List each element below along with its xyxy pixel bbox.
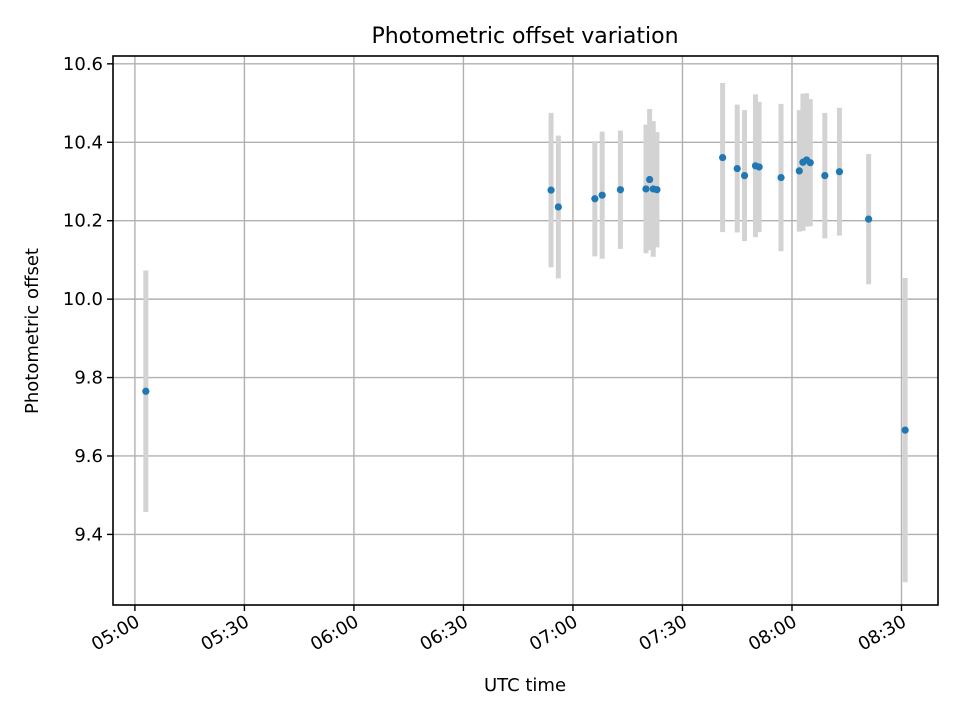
data-point <box>547 186 555 194</box>
x-tick-label: 08:30 <box>855 611 910 655</box>
y-tick-label: 9.4 <box>74 524 103 545</box>
chart-title: Photometric offset variation <box>371 24 678 49</box>
x-tick-label: 07:30 <box>636 611 691 655</box>
data-point <box>865 215 873 223</box>
y-tick-label: 10.4 <box>63 132 103 153</box>
data-point <box>646 175 654 184</box>
data-point <box>733 164 741 173</box>
grid-layer <box>113 56 938 605</box>
y-axis-label: Photometric offset <box>22 248 43 414</box>
data-point <box>777 173 785 182</box>
y-tick-label: 10.0 <box>63 289 103 310</box>
data-point <box>795 167 803 175</box>
data-point <box>142 387 150 395</box>
x-tick-label: 05:30 <box>197 611 252 655</box>
plot-frame <box>112 55 939 606</box>
data-point <box>821 172 829 180</box>
data-point <box>642 185 650 193</box>
y-tick-label: 10.6 <box>63 54 103 75</box>
data-point <box>653 186 661 194</box>
point-layer <box>142 153 909 434</box>
data-point <box>616 186 625 194</box>
x-tick-label: 06:00 <box>307 611 362 655</box>
data-point <box>806 159 814 167</box>
x-tick-label: 05:00 <box>88 611 143 655</box>
y-tick-label: 10.2 <box>63 211 103 232</box>
data-point <box>591 195 599 203</box>
data-point <box>740 172 749 180</box>
data-point <box>755 163 763 171</box>
x-tick-label: 07:00 <box>526 611 581 655</box>
data-point <box>719 153 727 162</box>
data-point <box>901 426 909 434</box>
x-tick-label: 06:30 <box>417 611 472 655</box>
x-tick-label: 08:00 <box>745 611 800 655</box>
data-point <box>835 168 844 176</box>
y-tick-label: 9.8 <box>74 368 103 389</box>
data-point <box>554 203 562 211</box>
y-tick-label: 9.6 <box>74 446 103 467</box>
x-axis-label: UTC time <box>484 675 566 696</box>
data-point <box>598 191 606 199</box>
errorbar-layer <box>143 83 908 583</box>
